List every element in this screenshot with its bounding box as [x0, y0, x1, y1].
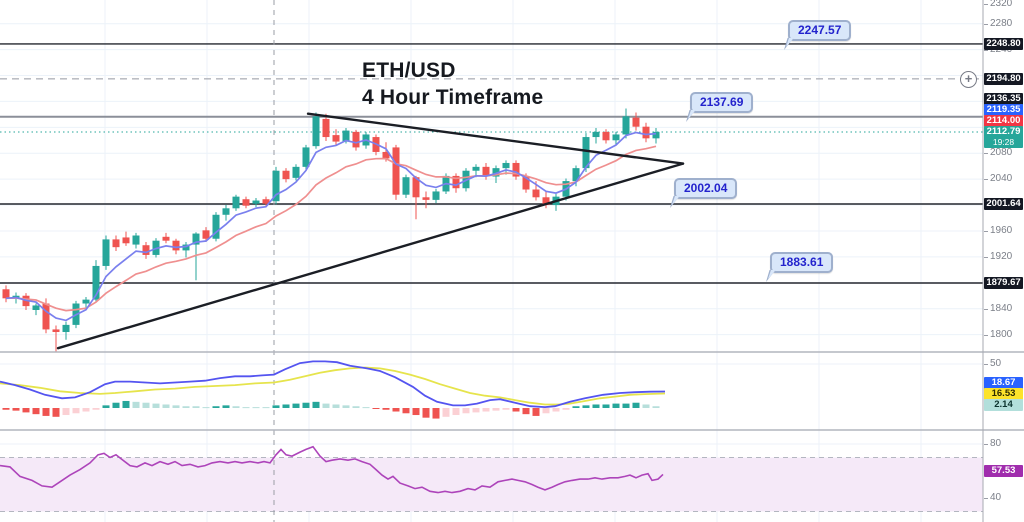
axis-tick-label: 2040	[983, 174, 1024, 184]
axis-tick-label: 1840	[983, 304, 1024, 314]
price-badge: 2114.00	[984, 115, 1023, 127]
price-badge: 2136.35	[984, 93, 1023, 105]
callout-tail	[784, 38, 794, 50]
axis-tick-label: 50	[983, 359, 1024, 369]
axis-tick-label: 1920	[983, 252, 1024, 262]
price-badge: 57.53	[984, 465, 1023, 477]
price-callout[interactable]: 1883.61	[766, 252, 834, 282]
price-callout[interactable]: 2137.69	[686, 92, 754, 122]
callout-tail	[766, 270, 776, 282]
triangle-trendlines[interactable]	[56, 112, 685, 350]
price-badge: 2194.80	[984, 73, 1023, 85]
price-badge: 2.14	[984, 399, 1023, 411]
chart-title-symbol: ETH/USD	[362, 59, 456, 82]
candles-layer	[2, 108, 660, 353]
price-level-lines[interactable]	[0, 43, 983, 284]
rsi-band	[0, 457, 983, 512]
axis-tick-label: 2080	[983, 148, 1024, 158]
moving-averages	[5, 131, 657, 322]
axis-tick-label: 40	[983, 493, 1024, 503]
axis-tick-label: 2280	[983, 19, 1024, 29]
chart-title: ETH/USD 4 Hour Timeframe	[362, 57, 543, 111]
callout-tail	[686, 110, 696, 122]
axis-tick-label: 80	[983, 439, 1024, 449]
price-badge: 1879.67	[984, 277, 1023, 289]
macd-histogram	[2, 400, 660, 419]
price-badge: 18.67	[984, 377, 1023, 389]
price-badge: 2248.80	[984, 38, 1023, 50]
add-alert-plus-icon[interactable]: +	[960, 71, 977, 88]
price-callout[interactable]: 2002.04	[670, 178, 738, 208]
chart-title-timeframe: 4 Hour Timeframe	[362, 86, 544, 109]
axis-tick-label: 2320	[983, 0, 1024, 9]
callout-tail	[670, 196, 680, 208]
price-badge: 2112.79 19:28	[984, 126, 1023, 148]
price-axis[interactable]: 2320228022402080204019601920184018005080…	[983, 0, 1024, 522]
price-callout[interactable]: 2247.57	[784, 20, 852, 50]
price-badge: 2119.35	[984, 104, 1023, 116]
macd-lines	[0, 360, 666, 409]
rsi-line	[0, 445, 664, 494]
axis-tick-label: 1960	[983, 226, 1024, 236]
price-badge: 16.53	[984, 388, 1023, 400]
axis-tick-label: 1800	[983, 330, 1024, 340]
price-badge: 2001.64	[984, 198, 1023, 210]
